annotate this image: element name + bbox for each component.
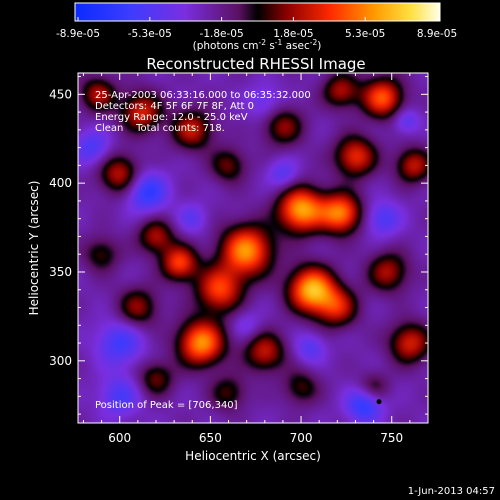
annotation-energy: Energy Range: 12.0 - 25.0 keV — [95, 112, 248, 123]
annotation-time: 25-Apr-2003 06:33:16.000 to 06:35:32.000 — [95, 90, 311, 101]
colorbar-strip — [74, 2, 441, 22]
colorbar-tick-label: 5.3e-05 — [345, 28, 385, 40]
colorbar-ticks: -8.9e-05 -5.3e-05 -1.8e-05 1.8e-05 5.3e-05 8.… — [56, 17, 457, 40]
colorbar-tick-label: 8.9e-05 — [417, 28, 457, 40]
y-axis-label: Heliocentric Y (arcsec) — [27, 181, 41, 316]
chart-title: Reconstructed RHESSI Image — [146, 55, 365, 73]
min-marker — [376, 399, 382, 405]
x-tick-label: 750 — [380, 431, 403, 445]
colorbar-tick-label: -8.9e-05 — [56, 28, 100, 40]
annotation-detectors: Detectors: 4F 5F 6F 7F 8F, Att 0 — [95, 101, 254, 112]
y-tick-label: 350 — [49, 265, 72, 279]
colorbar-unit-label: (photons cm-2 s-1 asec-2) — [193, 38, 322, 52]
heatmap-image — [78, 73, 428, 423]
colorbar-tick-label: -5.3e-05 — [128, 28, 172, 40]
annotation-counts: Clean Total counts: 718. — [95, 123, 225, 134]
y-tick-label: 300 — [49, 354, 72, 368]
colorbar-tick-label: 1.8e-05 — [273, 28, 313, 40]
colorbar: -8.9e-05 -5.3e-05 -1.8e-05 1.8e-05 5.3e-05 8.… — [56, 2, 457, 52]
heatmap-canvas — [78, 73, 428, 423]
annotation-block: 25-Apr-2003 06:33:16.000 to 06:35:32.000… — [95, 90, 311, 134]
date-stamp: 1-Jun-2013 04:57 — [408, 486, 495, 497]
y-tick-label: 450 — [49, 87, 72, 101]
plot-frame — [77, 72, 429, 424]
x-axis-label: Heliocentric X (arcsec) — [185, 449, 321, 463]
colorbar-tick-label: -1.8e-05 — [200, 28, 244, 40]
peak-position-label: Position of Peak = [706,340] — [95, 400, 238, 411]
x-tick-label: 650 — [199, 431, 222, 445]
axis-ticks: 600 650 700 750 300 350 400 450 — [49, 73, 429, 445]
y-tick-label: 400 — [49, 176, 72, 190]
x-tick-label: 600 — [108, 431, 131, 445]
x-tick-label: 700 — [290, 431, 313, 445]
